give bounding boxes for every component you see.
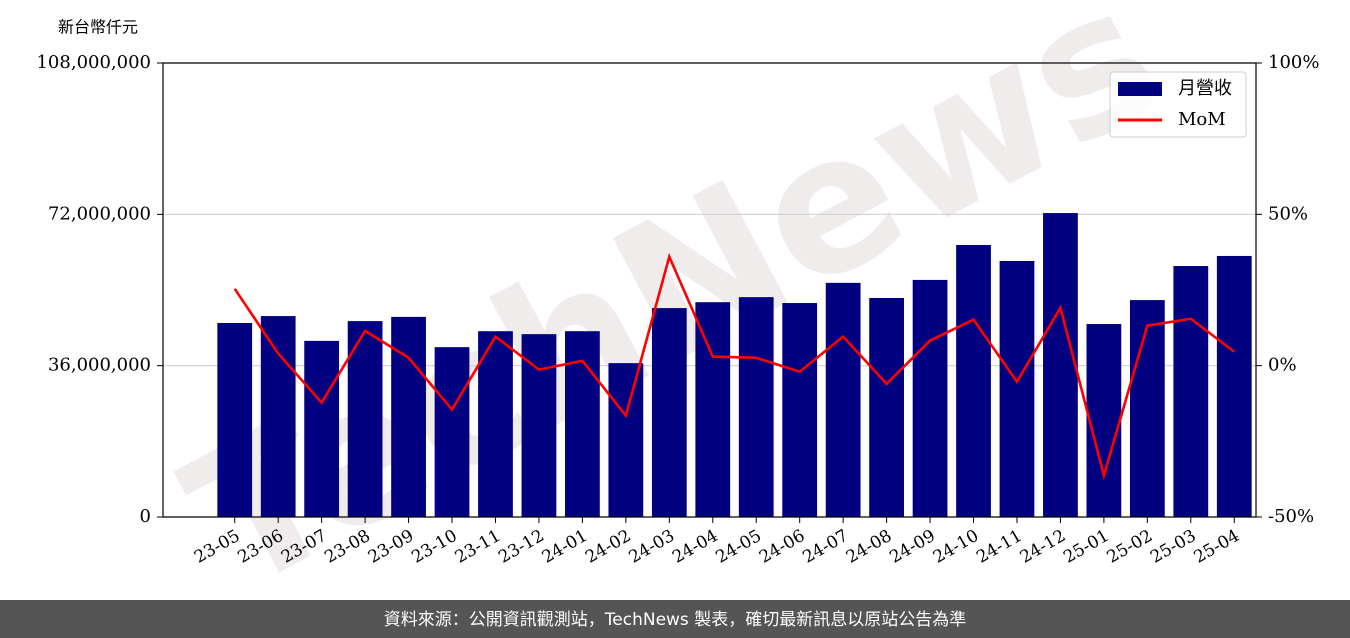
y-tick-label: 36,000,000 (48, 355, 151, 376)
bar (1086, 324, 1122, 517)
footer: 資料來源：公開資訊觀測站，TechNews 製表，確切最新訊息以原站公告為準 (384, 610, 966, 630)
bar (217, 322, 253, 517)
x-tick-label: 24-12 (1017, 526, 1069, 568)
x-tick-label: 24-10 (930, 526, 982, 568)
bar (869, 297, 904, 517)
x-tick-label: 25-04 (1191, 526, 1243, 568)
bar (738, 297, 774, 517)
legend-swatch (1118, 82, 1162, 96)
legend-label: 月營收 (1178, 78, 1232, 99)
x-tick-label: 24-11 (973, 526, 1025, 568)
bar (956, 245, 991, 517)
bar (565, 331, 600, 517)
x-tick-label: 23-12 (495, 526, 547, 568)
y-tick-label: 72,000,000 (48, 203, 151, 224)
bar (1129, 300, 1165, 517)
y2-tick-label: 100% (1268, 52, 1319, 73)
y-tick-label: 0 (140, 506, 151, 527)
y-tick-label: 108,000,000 (36, 52, 151, 73)
bar (651, 308, 687, 517)
x-tick-label: 24-05 (713, 526, 765, 568)
x-tick-label: 25-01 (1060, 526, 1112, 568)
legend-label: MoM (1178, 109, 1226, 130)
x-tick-label: 24-09 (886, 526, 938, 568)
y2-tick-label: 0% (1268, 355, 1297, 376)
x-tick-label: 25-03 (1147, 526, 1199, 568)
y2-tick-label: 50% (1268, 203, 1308, 224)
x-tick-label: 24-04 (669, 526, 721, 568)
bar (912, 279, 948, 517)
bar (782, 303, 818, 517)
x-tick-label: 24-01 (539, 526, 591, 568)
bar (521, 334, 557, 517)
bar (695, 302, 731, 517)
x-tick-label: 24-03 (626, 526, 678, 568)
bar (999, 260, 1035, 517)
bar (347, 321, 383, 517)
y2-tick-label: -50% (1268, 506, 1314, 527)
bar (825, 282, 861, 517)
x-tick-label: 24-06 (756, 526, 808, 568)
bar (478, 331, 513, 517)
bar (1043, 213, 1078, 518)
bar (391, 316, 426, 517)
bar (260, 316, 296, 517)
x-tick-label: 25-02 (1104, 526, 1156, 568)
bar (434, 347, 470, 517)
bar (1216, 255, 1252, 517)
bar (304, 340, 340, 517)
x-tick-label: 24-07 (799, 526, 851, 568)
bar (1173, 266, 1209, 517)
footer-band (0, 600, 1350, 638)
plot-frame (162, 62, 1257, 518)
x-tick-label: 23-11 (452, 526, 504, 568)
x-tick-label: 24-02 (582, 526, 634, 568)
x-tick-label: 24-08 (843, 526, 895, 568)
bar (608, 363, 644, 517)
y-axis-label: 新台幣仟元 (58, 18, 138, 37)
line (233, 252, 1236, 481)
